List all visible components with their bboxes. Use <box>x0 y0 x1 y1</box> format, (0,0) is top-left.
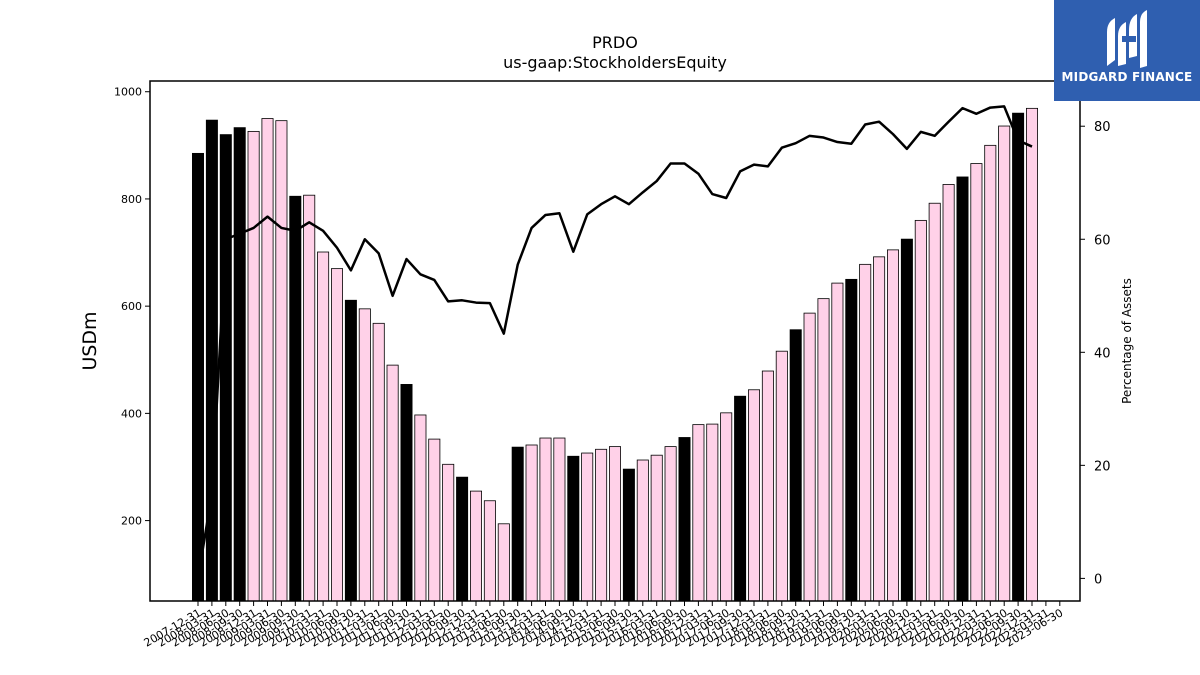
y2-tick-label: 20 <box>1094 459 1111 474</box>
bar-2014-12-31 <box>581 452 594 602</box>
bar-2010-09-30 <box>344 299 357 602</box>
bar-2013-03-31 <box>483 500 496 602</box>
y-tick-label: 1000 <box>114 86 142 99</box>
brand-name: MIDGARD FINANCE <box>1061 70 1193 84</box>
bar-series <box>191 107 1039 602</box>
bar-2020-06-30 <box>887 249 900 602</box>
y2-tick-label: 0 <box>1094 572 1102 587</box>
bar-2015-06-30 <box>609 446 622 602</box>
bar-2018-03-31 <box>761 370 774 602</box>
bar-2009-03-31 <box>261 118 274 602</box>
bar-2016-12-31 <box>692 424 705 602</box>
y2-tick-label: 80 <box>1094 120 1111 135</box>
bar-2013-12-31 <box>525 444 538 602</box>
bar-2016-06-30 <box>664 446 677 602</box>
bar-2020-12-31 <box>914 219 927 602</box>
y2-axis-label: Percentage of Assets <box>1120 278 1134 404</box>
bar-2022-12-31 <box>1026 107 1039 602</box>
bar-2007-12-31 <box>191 152 204 602</box>
bar-2020-03-31 <box>873 256 886 602</box>
left-y-axis: 200 400 600 800 1000 <box>114 86 150 528</box>
bar-2017-03-31 <box>706 423 719 602</box>
line-series <box>196 105 1033 579</box>
bar-2012-06-30 <box>442 463 455 602</box>
bar-2008-03-31 <box>205 119 218 602</box>
bar-2010-03-31 <box>317 251 330 602</box>
bar-2022-03-31 <box>984 144 997 602</box>
bar-2022-06-30 <box>998 125 1011 602</box>
bar-2009-12-31 <box>303 194 316 602</box>
y-axis-label: USDm <box>79 311 101 370</box>
bar-2019-03-31 <box>817 298 830 602</box>
bar-2010-12-31 <box>358 308 371 602</box>
bar-2019-12-31 <box>859 263 872 602</box>
bar-2008-12-31 <box>247 130 260 602</box>
bar-2012-09-30 <box>456 476 469 602</box>
bar-2019-06-30 <box>831 282 844 602</box>
y2-tick-label: 40 <box>1094 346 1111 361</box>
bar-2021-09-30 <box>956 176 969 602</box>
bar-2015-12-31 <box>636 459 649 602</box>
bar-2015-03-31 <box>595 448 608 602</box>
bar-2020-09-30 <box>900 238 913 602</box>
bar-2019-09-30 <box>845 278 858 602</box>
bar-2017-06-30 <box>720 412 733 602</box>
bar-2014-06-30 <box>553 437 566 602</box>
bar-2018-12-31 <box>803 312 816 602</box>
bar-2021-03-31 <box>928 202 941 602</box>
bar-2009-06-30 <box>275 120 288 602</box>
bar-2008-06-30 <box>219 134 232 602</box>
bar-2014-09-30 <box>567 455 580 602</box>
bar-2018-06-30 <box>775 350 788 602</box>
bar-2018-09-30 <box>789 329 802 602</box>
bar-2008-09-30 <box>233 127 246 602</box>
bar-2011-06-30 <box>386 364 399 602</box>
midgard-logo-icon <box>1107 10 1147 68</box>
chart-title: PRDO <box>592 33 638 52</box>
bar-2016-03-31 <box>650 454 663 602</box>
bar-2011-12-31 <box>414 414 427 602</box>
bar-2014-03-31 <box>539 437 552 602</box>
right-y-axis: 0 20 40 60 80 <box>1080 120 1111 587</box>
bar-2016-09-30 <box>678 437 691 602</box>
x-axis: 2007-12-312008-03-312008-06-302008-09-30… <box>142 601 1065 650</box>
bar-2021-12-31 <box>970 163 983 602</box>
percentage-of-assets-line <box>196 105 1033 579</box>
bar-2009-09-30 <box>289 195 302 602</box>
chart-subtitle: us-gaap:StockholdersEquity <box>503 53 727 72</box>
bar-2017-12-31 <box>748 389 761 602</box>
bar-2017-09-30 <box>734 395 747 602</box>
bar-2015-09-30 <box>622 468 635 602</box>
y-tick-label: 600 <box>121 300 142 313</box>
bar-2012-12-31 <box>469 490 482 602</box>
bar-2011-09-30 <box>400 384 413 602</box>
bar-2012-03-31 <box>428 438 441 602</box>
bar-2013-06-30 <box>497 523 510 602</box>
y-tick-label: 200 <box>121 515 142 528</box>
y-tick-label: 800 <box>121 193 142 206</box>
bar-2013-09-30 <box>511 446 524 602</box>
bar-2011-03-31 <box>372 322 385 602</box>
brand-logo: MIDGARD FINANCE <box>1054 0 1200 101</box>
y-tick-label: 400 <box>121 407 142 420</box>
bar-2021-06-30 <box>942 184 955 602</box>
y2-tick-label: 60 <box>1094 233 1111 248</box>
bar-2022-09-30 <box>1012 112 1025 602</box>
bar-2010-06-30 <box>330 268 343 602</box>
